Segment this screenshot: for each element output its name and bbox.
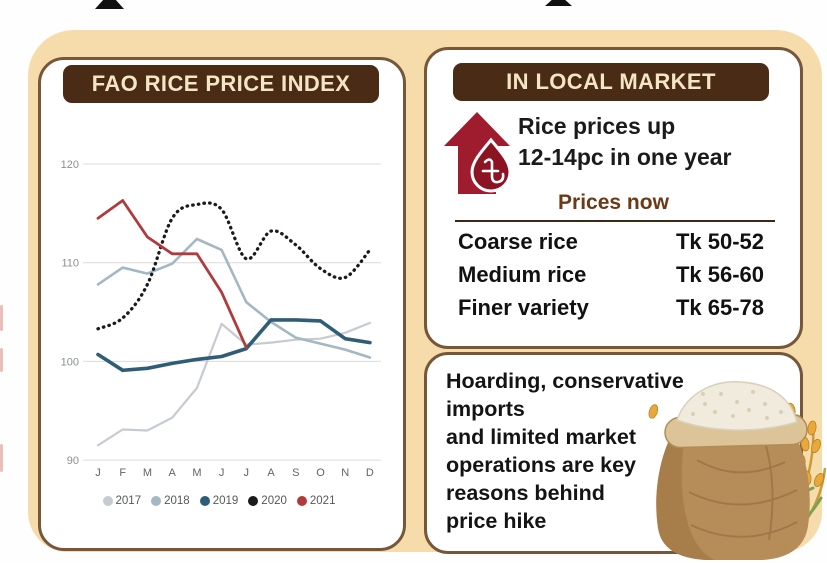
cropped-headline-fragment — [545, 0, 572, 6]
legend-dot — [296, 496, 307, 506]
y-axis-tick: 110 — [61, 258, 79, 270]
price-row-coarse: Coarse rice Tk 50-52 — [458, 229, 764, 259]
price-value: Tk 65-78 — [675, 295, 764, 320]
x-axis-tick: S — [292, 467, 299, 479]
x-axis-tick: A — [169, 467, 177, 479]
series-line-2017 — [96, 321, 371, 447]
cropped-edge-artifact — [0, 444, 3, 472]
x-axis-tick: M — [143, 467, 152, 479]
x-axis-tick: O — [316, 467, 325, 479]
price-label: Medium rice — [458, 262, 587, 287]
headline-line1: Rice prices up — [518, 113, 676, 139]
legend-label: 2021 — [309, 495, 336, 507]
price-value: Tk 56-60 — [675, 262, 764, 287]
legend-dot — [199, 496, 210, 506]
headline: Rice prices up 12-14pc in one year — [518, 111, 732, 173]
headline-line2: 12-14pc in one year — [518, 144, 732, 170]
price-label: Finer variety — [458, 295, 589, 320]
x-axis-tick: J — [244, 467, 250, 479]
note-line: reasons behind — [446, 481, 605, 505]
fao-rice-line-chart: 120 110 100 90 J F M A M J J A S O N D — [61, 159, 381, 479]
cropped-edge-artifact — [0, 305, 3, 331]
series-line-2021 — [96, 199, 248, 350]
legend-item-2021: 2021 — [296, 495, 336, 507]
y-axis-tick: 120 — [61, 159, 79, 171]
note-line: Hoarding, conservative imports — [446, 369, 684, 421]
y-axis-tick: 90 — [67, 455, 79, 467]
x-axis-tick: M — [192, 467, 201, 479]
x-axis-tick: A — [267, 467, 275, 479]
x-axis-tick: D — [366, 467, 374, 479]
fao-chart-panel: 120 110 100 90 J F M A M J J A S O N D FAO RICE PRICE I… — [38, 57, 406, 551]
legend-item-2020: 2020 — [248, 495, 287, 507]
legend-label: 2019 — [212, 495, 239, 507]
series-line-2020 — [96, 201, 372, 331]
x-axis-tick: J — [219, 467, 225, 479]
divider-rule — [455, 220, 775, 222]
series-line-2019 — [96, 318, 372, 373]
prices-now-subtitle: Prices now — [558, 191, 669, 214]
note-line: and limited market — [446, 425, 636, 449]
chart-title: FAO RICE PRICE INDEX — [63, 65, 379, 103]
price-row-medium: Medium rice Tk 56-60 — [458, 262, 764, 292]
x-axis-tick: J — [95, 467, 101, 479]
chart-legend: 2017 2018 2019 2020 2021 — [41, 492, 397, 510]
local-market-title: IN LOCAL MARKET — [453, 63, 769, 101]
legend-item-2018: 2018 — [151, 495, 190, 507]
y-axis-tick: 100 — [61, 356, 79, 368]
legend-label: 2017 — [115, 495, 142, 507]
price-row-finer: Finer variety Tk 65-78 — [458, 295, 764, 325]
legend-dot — [102, 496, 113, 506]
rice-mound — [676, 381, 798, 431]
rice-texture — [691, 390, 783, 420]
note-line: operations are key — [446, 453, 637, 477]
rice-sack-illustration — [648, 381, 827, 560]
legend-label: 2018 — [164, 495, 190, 507]
note-text: Hoarding, conservative imports and limit… — [446, 367, 716, 535]
price-label: Coarse rice — [458, 229, 578, 254]
legend-dot — [151, 496, 162, 506]
note-line: price hike — [446, 509, 547, 533]
legend-label: 2020 — [261, 495, 287, 507]
cropped-edge-artifact — [0, 348, 3, 372]
legend-item-2019: 2019 — [199, 495, 239, 507]
legend-item-2017: 2017 — [102, 495, 142, 507]
local-market-panel: IN LOCAL MARKET Rice prices up 12-14pc i… — [424, 47, 803, 349]
price-value: Tk 50-52 — [675, 229, 764, 254]
x-axis-tick: N — [341, 467, 349, 479]
cropped-headline-fragment — [95, 0, 124, 9]
x-axis-tick: F — [119, 467, 126, 479]
price-up-arrow-taka-icon — [444, 112, 512, 194]
legend-dot — [248, 496, 259, 506]
series-line-2018 — [96, 237, 372, 359]
